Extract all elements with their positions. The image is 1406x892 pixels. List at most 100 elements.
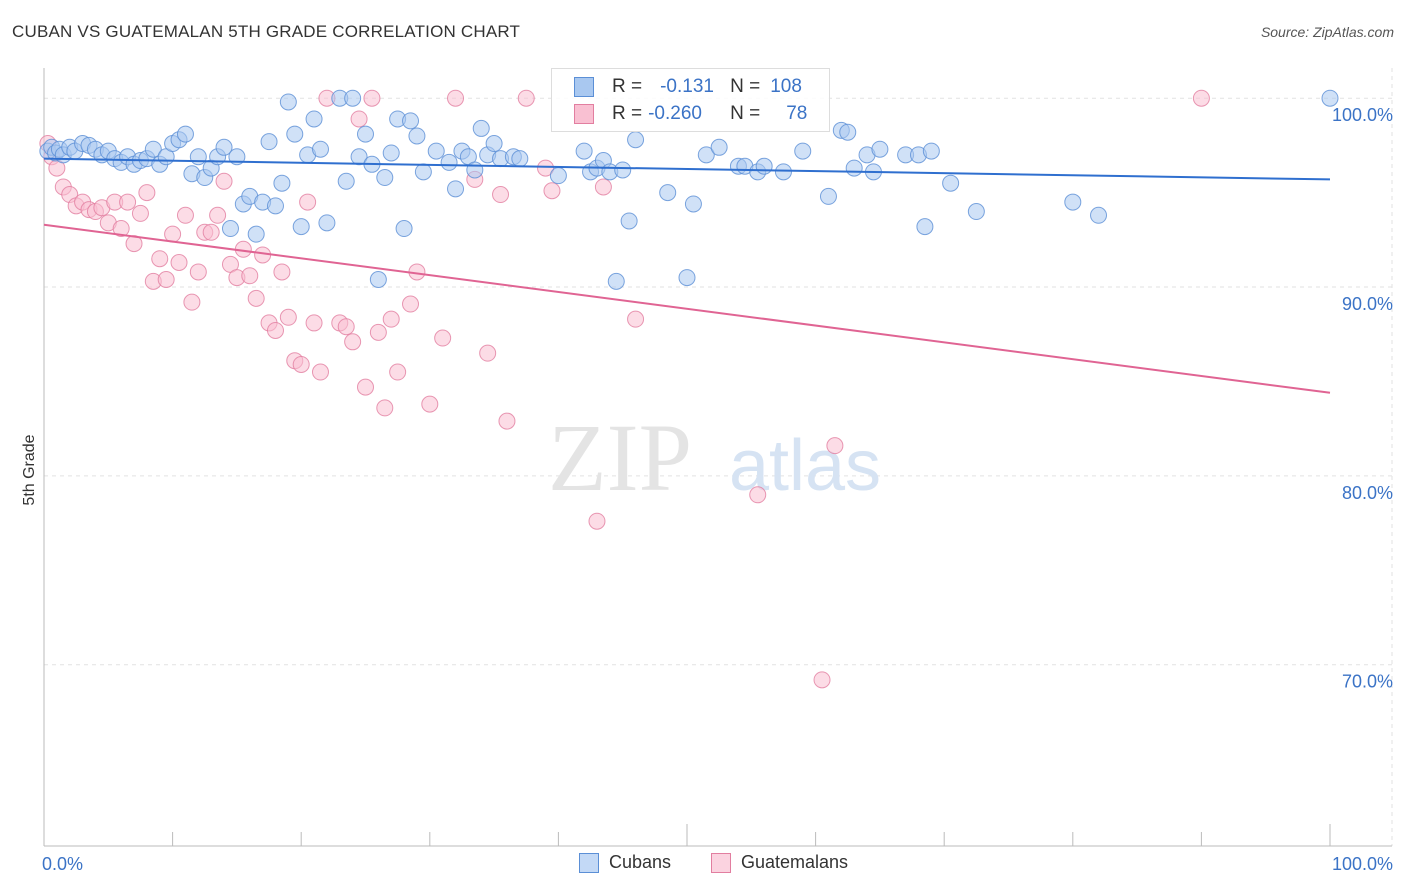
cuban-point [273,174,291,192]
guatemalan-point [517,89,535,107]
guatemalan-point [1192,89,1210,107]
cuban-point [189,148,207,166]
chart-title: CUBAN VS GUATEMALAN 5TH GRADE CORRELATIO… [12,22,521,41]
cuban-point [260,133,278,151]
cuban-point [845,159,863,177]
guatemalan-point [247,289,265,307]
r-value-cubans: -0.131 [660,76,714,97]
guatemalan-point [183,293,201,311]
cuban-point [305,110,323,128]
gridlines [44,68,1393,846]
stats-legend: R = -0.131 N = 108 R = -0.260 N = 78 [551,68,830,132]
guatemalan-point [176,206,194,224]
n-label: N = [730,76,761,97]
cuban-point [408,127,426,145]
cuban-trend-line [43,157,1331,181]
n-value-cubans: 108 [770,76,802,97]
n-value-guatemalans: 78 [786,103,808,124]
cuban-point [376,169,394,187]
guatemalan-point [164,225,182,243]
guatemalan-point [266,321,284,339]
legend-item-guatemalans[interactable]: Guatemalans [711,852,848,873]
cuban-point [967,203,985,221]
guatemalan-point [209,206,227,224]
cuban-point [292,218,310,236]
trend-lines [43,157,1331,394]
cuban-point [620,212,638,230]
cuban-point [247,225,265,243]
stats-row-cubans: R = -0.131 N = 108 [574,75,802,99]
cuban-point [684,195,702,213]
guatemalans-legend-swatch [711,852,731,873]
cuban-point [794,142,812,160]
cuban-point [697,146,715,164]
legend-label-cubans: Cubans [609,852,672,872]
guatemalan-point [498,412,516,430]
cuban-point [286,125,304,143]
guatemalan-point [170,254,188,271]
cuban-point [710,138,728,156]
guatemalan-point [363,89,381,107]
cuban-point [344,89,362,107]
cuban-point [337,172,355,190]
cuban-point [279,93,297,111]
x-tick-label-end: 100.0% [1332,854,1393,874]
cuban-point [871,140,889,158]
y-tick-label: 90.0% [1342,294,1393,314]
cuban-point [350,148,368,166]
guatemalan-point [543,182,561,200]
guatemalan-point [311,363,329,381]
guatemalan-point [273,263,291,281]
guatemalan-point [189,263,207,281]
cuban-point [839,123,857,141]
cuban-point [414,163,432,181]
guatemalan-point [376,399,394,417]
y-tick-label: 80.0% [1342,483,1393,503]
scatter-points [39,89,1339,689]
guatemalan-point [826,437,844,455]
cuban-point [819,187,837,205]
guatemalan-point [369,323,387,341]
guatemalan-point [588,512,606,530]
cuban-point [485,135,503,153]
guatemalan-point [434,329,452,347]
guatemalan-point [402,295,420,313]
cuban-point [627,131,645,149]
guatemalan-point [202,223,220,241]
cuban-point [922,142,940,160]
cuban-point [1064,193,1082,211]
cuban-point [659,184,677,202]
guatemalan-point [157,270,175,288]
cuban-point [1090,206,1108,224]
guatemalan-point [344,333,362,351]
guatemalan-point [594,178,612,196]
legend-label-guatemalans: Guatemalans [741,852,849,872]
cuban-point [144,140,162,158]
y-tick-label: 70.0% [1342,672,1393,692]
guatemalan-point [479,344,497,362]
guatemalan-point [151,250,169,268]
cuban-point [549,167,567,185]
y-axis-label: 5th Grade [21,434,38,506]
tick-labels: 100.0% 90.0% 80.0% 70.0% 0.0% 100.0% [42,105,1393,874]
cuban-point [774,163,792,181]
cuban-point [311,140,329,158]
cuban-point [221,220,239,238]
guatemalan-point [749,486,767,504]
cuban-point [357,125,374,143]
watermark-zip: ZIP [548,404,692,511]
cuban-point [916,218,934,236]
cuban-point [466,161,484,179]
guatemalan-point [241,267,259,285]
cuban-point [447,180,465,198]
cuban-point [427,142,445,160]
series-legend: Cubans Guatemalans [0,852,1406,878]
axes [43,68,1392,847]
cuban-point [755,157,773,175]
guatemalan-point [389,363,407,381]
cuban-point [1321,89,1339,107]
guatemalan-point [357,378,374,396]
legend-item-cubans[interactable]: Cubans [579,852,671,873]
source-label: Source: ZipAtlas.com [1260,24,1394,40]
